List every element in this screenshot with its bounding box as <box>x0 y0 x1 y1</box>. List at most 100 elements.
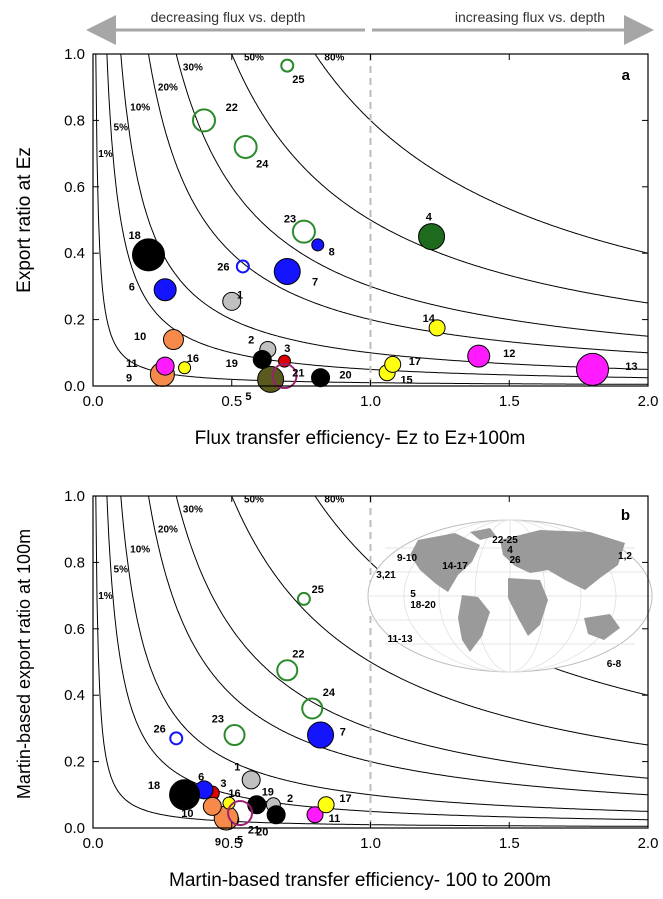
point-label: 16 <box>228 788 240 800</box>
point-22 <box>276 659 299 682</box>
map-label: 1,2 <box>618 551 632 562</box>
isoline-label: 30% <box>183 505 203 516</box>
isoline-label: 50% <box>244 53 264 64</box>
point-label: 10 <box>134 331 146 343</box>
y-tick-label: 0.6 <box>64 621 85 638</box>
point-label: 21 <box>248 825 260 837</box>
x-axis-label: Flux transfer efficiency- Ez to Ez+100m <box>195 428 526 449</box>
point-label: 9 <box>215 836 221 848</box>
isoline-label: 30% <box>183 63 203 74</box>
point-label: 19 <box>262 786 274 798</box>
point-label: 22 <box>226 102 238 114</box>
y-tick-label: 0.2 <box>64 754 85 771</box>
point-label: 20 <box>339 369 351 381</box>
isoline-10% <box>120 54 648 370</box>
isoline-label: 1% <box>98 591 113 602</box>
point-10 <box>202 796 222 816</box>
x-tick-label: 1.0 <box>360 835 381 852</box>
x-tick-label: 0.5 <box>221 835 242 852</box>
point-label: 23 <box>212 713 224 725</box>
point-1 <box>241 770 261 790</box>
point-8 <box>311 238 325 252</box>
point-label: 3 <box>284 343 290 355</box>
map-label: 18-20 <box>410 600 436 611</box>
isoline-50% <box>231 54 648 304</box>
x-tick-label: 1.0 <box>360 393 381 410</box>
isoline-50% <box>231 496 648 746</box>
isoline-1% <box>95 496 648 827</box>
point-label: 21 <box>292 368 304 380</box>
x-tick-label: 1.5 <box>499 393 520 410</box>
y-tick-label: 0.0 <box>64 820 85 837</box>
point-label: 22 <box>292 649 304 661</box>
x-tick-label: 0.0 <box>83 393 104 410</box>
point-label: 23 <box>284 213 296 225</box>
map-label: 22-25 <box>492 535 518 546</box>
point-26 <box>169 731 184 746</box>
header: decreasing flux vs. depth increasing flu… <box>86 9 654 45</box>
point-18 <box>132 238 165 272</box>
point-7 <box>307 721 335 749</box>
isoline-20% <box>148 54 648 354</box>
point-14 <box>428 319 446 337</box>
point-11 <box>155 356 175 376</box>
isoline-label: 5% <box>114 122 129 133</box>
axes: 0.0 0.5 1.0 1.5 2.0 0.0 0.2 0.4 0.6 0.8 1.0 <box>64 488 658 852</box>
point-17 <box>384 355 402 373</box>
point-21 <box>271 363 298 390</box>
point-label: 2 <box>287 793 293 805</box>
isoline-label: 20% <box>158 525 178 536</box>
point-20 <box>311 368 331 388</box>
point-25 <box>296 591 311 606</box>
point-17 <box>317 796 335 814</box>
header-right-label: increasing flux vs. depth <box>455 9 605 25</box>
x-tick-label: 0.5 <box>221 393 242 410</box>
point-4 <box>418 223 446 251</box>
y-axis-label: Martin-based export ratio at 100m <box>14 529 34 799</box>
map-label: 6-8 <box>607 659 622 670</box>
point-21 <box>227 800 254 827</box>
point-11 <box>306 806 324 824</box>
axes: 0.0 0.5 1.0 1.5 2.0 0.0 0.2 0.4 0.6 0.8 1.0 <box>64 46 658 410</box>
chart-panel-b: 1% 5%10% 20% 30% 50% 80% <box>14 488 658 891</box>
point-16 <box>178 361 192 375</box>
isoline-20% <box>148 496 648 796</box>
continents <box>410 528 625 652</box>
point-22 <box>192 108 216 133</box>
point-label: 10 <box>181 808 193 820</box>
y-tick-label: 0.2 <box>64 312 85 329</box>
header-left-label: decreasing flux vs. depth <box>151 9 306 25</box>
point-label: 5 <box>245 391 251 403</box>
point-label: 2 <box>248 335 254 347</box>
isoline-label: 20% <box>158 83 178 94</box>
point-label: 18 <box>129 230 141 242</box>
x-tick-label: 2.0 <box>638 835 659 852</box>
y-tick-label: 0.4 <box>64 245 85 262</box>
y-tick-label: 1.0 <box>64 46 85 63</box>
isoline-30% <box>175 54 648 337</box>
x-tick-label: 2.0 <box>638 393 659 410</box>
point-10 <box>162 329 184 351</box>
y-tick-label: 0.0 <box>64 378 85 395</box>
isoline-label: 80% <box>324 495 344 506</box>
point-6 <box>153 278 177 302</box>
point-label: 5 <box>237 835 243 847</box>
point-label: 6 <box>198 772 204 784</box>
point-label: 1 <box>237 290 243 302</box>
isoline-label: 10% <box>130 544 150 555</box>
point-label: 12 <box>503 348 515 360</box>
point-13 <box>576 352 609 386</box>
point-label: 8 <box>329 247 335 259</box>
point-label: 7 <box>340 727 346 739</box>
point-label: 16 <box>187 353 199 365</box>
y-tick-label: 0.4 <box>64 687 85 704</box>
point-label: 19 <box>226 358 238 370</box>
point-18 <box>169 779 201 811</box>
point-label: 26 <box>153 723 165 735</box>
isoline-label: 10% <box>130 102 150 113</box>
